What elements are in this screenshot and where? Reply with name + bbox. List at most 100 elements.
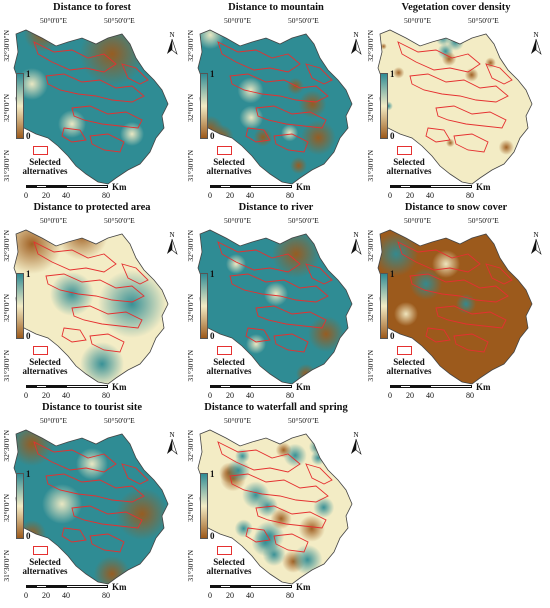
scale-tick-label: 20 <box>226 591 234 600</box>
selected-alternative-outline <box>121 463 149 485</box>
province-boundary <box>197 429 353 585</box>
selected-alternative-outline <box>485 263 513 285</box>
selected-alternative-outline <box>453 133 489 153</box>
selected-alternative-outline <box>273 133 309 153</box>
selected-alternative-outline <box>409 73 509 103</box>
selected-alternative-outline <box>61 127 87 143</box>
latitude-label: 32°30'0"N <box>186 230 195 262</box>
legend-color-ramp <box>380 73 388 139</box>
scale-unit-label: Km <box>296 182 311 192</box>
raster-map <box>197 429 353 585</box>
scale-bar: 0 20 40 80 Km <box>14 182 127 202</box>
legend-high-label: 1 <box>210 69 215 79</box>
selected-alternative-outline <box>45 73 145 103</box>
longitude-label: 50°0'0"E <box>404 216 431 225</box>
north-label: N <box>533 31 538 39</box>
scale-tick-label: 20 <box>42 591 50 600</box>
selected-alternatives-swatch <box>217 146 232 155</box>
scale-tick-label: 80 <box>102 391 110 400</box>
scale-bar: 0 20 40 80 Km <box>14 382 127 402</box>
longitude-label: 50°50'0"E <box>104 16 135 25</box>
scale-bar-segment <box>250 185 292 188</box>
scale-bar: 0 20 40 80 Km <box>198 382 311 402</box>
selected-alternative-outline <box>425 327 451 343</box>
scale-bar-segment <box>46 385 66 388</box>
longitude-label: 50°50'0"E <box>104 216 135 225</box>
scale-bar-segment <box>390 185 400 188</box>
latitude-label: 32°0'0"N <box>2 494 11 522</box>
north-label: N <box>169 431 174 439</box>
scale-unit-label: Km <box>296 582 311 592</box>
selected-alternative-outline <box>217 241 301 273</box>
scale-tick-label: 20 <box>406 191 414 200</box>
latitude-label: 32°30'0"N <box>2 230 11 262</box>
selected-alternative-outline <box>245 327 271 343</box>
map-panel-mountain: Distance to mountain 50°0'0"E 50°50'0"E 32°… <box>186 2 364 200</box>
scale-tick-label: 0 <box>388 391 392 400</box>
scale-bar-segment <box>250 585 292 588</box>
scale-tick-label: 40 <box>246 391 254 400</box>
raster-map <box>13 229 169 385</box>
north-label: N <box>533 231 538 239</box>
north-label: N <box>353 431 358 439</box>
legend-low-label: 0 <box>26 531 31 541</box>
latitude-label: 32°30'0"N <box>186 30 195 62</box>
selected-alternatives-swatch <box>33 346 48 355</box>
scale-tick-label: 20 <box>406 391 414 400</box>
legend-high-label: 1 <box>390 269 395 279</box>
scale-tick-label: 80 <box>466 191 474 200</box>
north-label: N <box>353 231 358 239</box>
scale-bar-segment <box>430 185 472 188</box>
selected-alternative-outline <box>485 63 513 85</box>
selected-alternatives-swatch <box>217 346 232 355</box>
legend-high-label: 1 <box>26 69 31 79</box>
legend-high-label: 1 <box>26 269 31 279</box>
north-arrow-icon: N <box>351 431 362 455</box>
selected-alternative-outline <box>245 127 271 143</box>
longitude-label: 50°50'0"E <box>288 416 319 425</box>
selected-alternative-outline <box>89 333 125 353</box>
scale-tick-label: 40 <box>62 191 70 200</box>
scale-tick-label: 0 <box>24 591 28 600</box>
longitude-label: 50°50'0"E <box>288 16 319 25</box>
scale-bar: 0 20 40 80 Km <box>14 582 127 602</box>
legend-high-label: 1 <box>390 69 395 79</box>
selected-alternative-outline <box>89 133 125 153</box>
province-boundary <box>377 229 533 385</box>
scale-tick-label: 20 <box>226 191 234 200</box>
scale-tick-label: 0 <box>24 391 28 400</box>
north-arrow-icon: N <box>167 31 178 55</box>
latitude-label: 32°30'0"N <box>366 230 375 262</box>
scale-bar-segment <box>26 185 36 188</box>
latitude-label: 31°30'0"N <box>366 150 375 182</box>
selected-alternative-outline <box>229 73 329 103</box>
scale-bar: 0 20 40 80 Km <box>378 182 491 202</box>
selected-alternative-outline <box>121 63 149 85</box>
selected-alternative-outline <box>435 105 507 129</box>
panel-title: Vegetation cover density <box>401 2 511 13</box>
scale-bar-segment <box>210 585 220 588</box>
scale-tick-label: 40 <box>426 391 434 400</box>
north-arrow-icon: N <box>351 231 362 255</box>
legend-low-label: 0 <box>210 131 215 141</box>
scale-tick-label: 0 <box>208 191 212 200</box>
scale-bar: 0 20 40 80 Km <box>198 182 311 202</box>
legend-high-label: 1 <box>210 269 215 279</box>
scale-tick-label: 80 <box>286 191 294 200</box>
legend-color-ramp <box>16 473 24 539</box>
panel-title: Distance to snow cover <box>404 202 508 213</box>
selected-alternatives-label: Selected alternatives <box>22 357 68 376</box>
selected-alternative-outline <box>425 127 451 143</box>
latitude-label: 32°0'0"N <box>2 294 11 322</box>
selected-alternatives-swatch <box>397 146 412 155</box>
selected-alternatives-label: Selected alternatives <box>206 557 252 576</box>
selected-alternative-outline <box>409 273 509 303</box>
longitude-label: 50°0'0"E <box>40 16 67 25</box>
scale-bar-segment <box>210 385 220 388</box>
scale-tick-label: 40 <box>246 591 254 600</box>
selected-alternatives-label: Selected alternatives <box>22 157 68 176</box>
raster-map <box>197 29 353 185</box>
scale-unit-label: Km <box>476 382 491 392</box>
scale-tick-label: 80 <box>286 391 294 400</box>
scale-bar-segment <box>26 385 36 388</box>
